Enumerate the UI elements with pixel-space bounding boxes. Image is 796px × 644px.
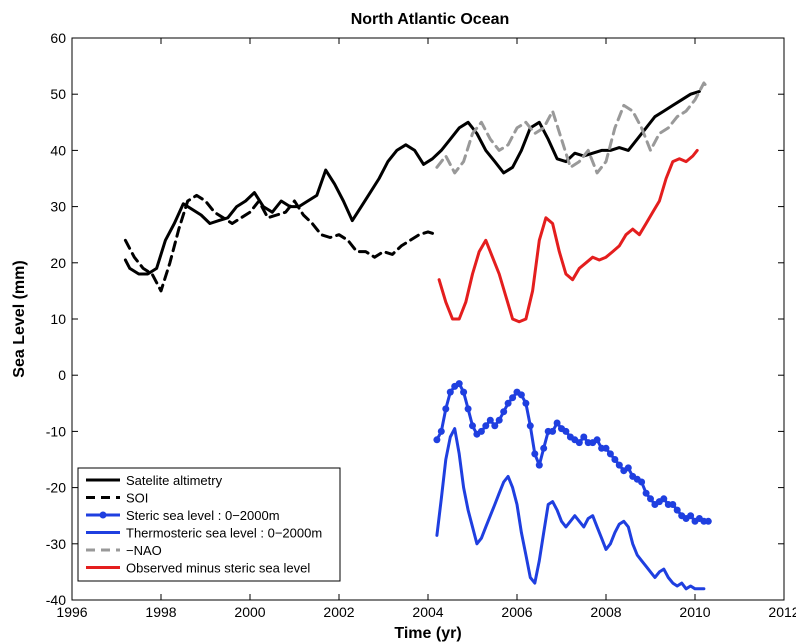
series-point-4	[442, 405, 450, 413]
series-point-4	[464, 405, 472, 413]
y-tick-label: 30	[50, 199, 66, 215]
series-line-3	[437, 148, 699, 324]
series-point-4	[593, 436, 601, 444]
series-point-4	[477, 427, 485, 435]
series-line-2	[435, 81, 710, 175]
series-point-4	[647, 495, 654, 503]
series-point-4	[495, 416, 503, 424]
legend-label-0: Satelite altimetry	[126, 473, 223, 488]
series-point-4	[575, 439, 583, 447]
x-tick-label: 1998	[145, 604, 176, 620]
series-point-4	[553, 419, 561, 427]
series-point-4	[704, 517, 712, 525]
x-tick-label: 2012	[768, 604, 796, 620]
series-point-4	[504, 399, 512, 407]
series-point-4	[509, 394, 517, 402]
x-tick-label: 2000	[234, 604, 265, 620]
legend: Satelite altimetry SOI Steric sea level : …	[77, 467, 341, 582]
series-point-4	[526, 422, 534, 430]
series-point-4	[437, 427, 445, 435]
series-point-4	[517, 391, 525, 399]
series-point-4	[562, 427, 570, 435]
series-point-4	[522, 399, 530, 407]
series-point-4	[660, 495, 668, 503]
series-point-4	[469, 422, 476, 430]
y-tick-label: 40	[50, 142, 66, 158]
series-point-4	[580, 433, 588, 441]
series-point-4	[606, 450, 614, 458]
series-point-4	[687, 512, 695, 520]
y-tick-label: 20	[50, 255, 66, 271]
x-tick-label: 1996	[56, 604, 87, 620]
series-point-4	[446, 388, 454, 396]
y-tick-label: 10	[50, 311, 66, 327]
series-line-4	[435, 382, 710, 523]
series-point-4	[673, 506, 681, 514]
series-point-4	[433, 436, 441, 444]
x-tick-label: 2006	[501, 604, 532, 620]
legend-label-5: Thermosteric sea level : 0−2000m	[126, 526, 322, 541]
y-tick-label: 50	[50, 86, 66, 102]
x-tick-label: 2002	[323, 604, 354, 620]
series-point-4	[531, 450, 539, 458]
series-line-0	[123, 89, 701, 276]
series-point-4	[549, 427, 557, 435]
series-point-4	[669, 501, 677, 508]
y-axis: -40 -30 -20 -10 0 10 20 30 40 50 60	[46, 30, 784, 608]
legend-label-2: −NAO	[126, 543, 162, 558]
y-tick-label: -40	[46, 592, 66, 608]
series-point-4	[615, 461, 623, 469]
legend-label-4: Steric sea level : 0−2000m	[126, 508, 280, 523]
y-tick-label: -20	[46, 480, 66, 496]
series-line-5	[435, 427, 706, 591]
series-point-4	[624, 464, 632, 472]
series-point-4	[455, 380, 463, 388]
series-point-4	[486, 416, 494, 424]
legend-label-3: Observed minus steric sea level	[126, 561, 310, 576]
series-line-1	[123, 193, 439, 293]
series-point-4	[611, 456, 619, 463]
x-tick-label: 2008	[590, 604, 621, 620]
plot-area	[123, 81, 712, 591]
y-tick-label: -30	[46, 536, 66, 552]
series-point-4	[642, 489, 650, 497]
legend-marker-4	[99, 511, 107, 519]
series-point-4	[482, 422, 490, 430]
legend-label-1: SOI	[126, 491, 148, 506]
legend-box	[77, 467, 341, 582]
series-point-4	[535, 461, 543, 469]
series-point-4	[500, 408, 508, 416]
series-point-4	[638, 478, 646, 486]
x-tick-label: 2010	[679, 604, 710, 620]
y-tick-label: -10	[46, 423, 66, 439]
series-point-4	[540, 444, 548, 452]
y-axis-label: Sea Level (mm)	[11, 260, 28, 377]
x-tick-label: 2004	[412, 604, 443, 620]
y-tick-label: 0	[58, 367, 66, 383]
x-axis-label: Time (yr)	[394, 625, 461, 642]
y-tick-label: 60	[50, 30, 66, 46]
series-point-4	[602, 444, 610, 452]
x-axis: 1996 1998 2000 2002 2004 2006 2008 2010 2012	[56, 38, 796, 620]
series-point-4	[460, 388, 468, 396]
series-point-4	[491, 422, 499, 430]
chart-title: North Atlantic Ocean	[351, 11, 510, 28]
